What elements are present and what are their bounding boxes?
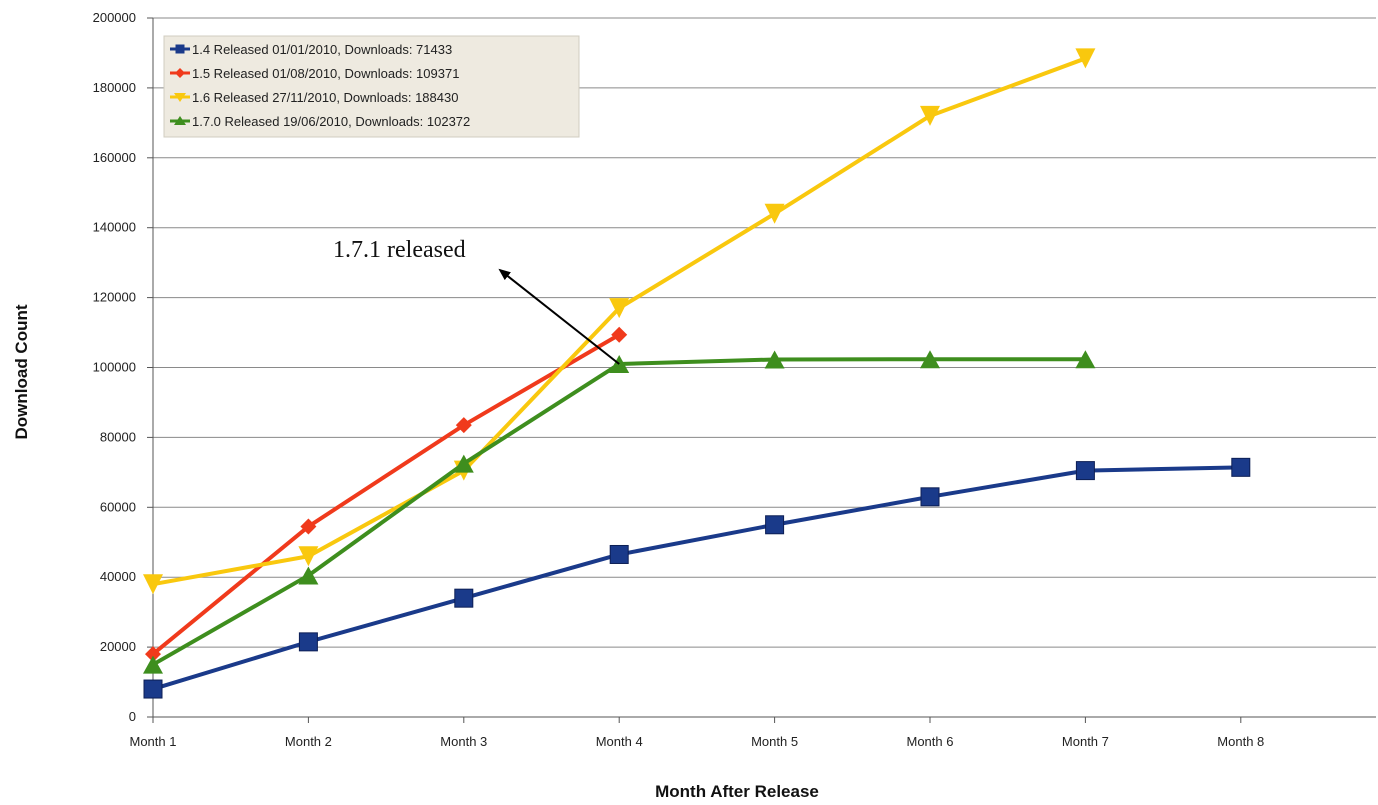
y-axis-ticks: 0 20000 40000 60000 80000 100000 120000 140000 1… xyxy=(93,10,153,724)
data-point xyxy=(609,298,630,319)
data-point xyxy=(454,588,474,608)
y-tick-label: 160000 xyxy=(93,150,136,165)
data-point xyxy=(298,566,319,585)
data-point xyxy=(920,487,940,507)
data-point xyxy=(1075,48,1096,69)
x-tick-label: Month 5 xyxy=(751,734,798,749)
data-point xyxy=(1075,461,1095,481)
x-tick-label: Month 6 xyxy=(907,734,954,749)
series-1 xyxy=(145,326,628,663)
data-point xyxy=(143,574,163,595)
data-point xyxy=(920,105,940,126)
legend-label: 1.7.0 Released 19/06/2010, Downloads: 10… xyxy=(192,114,470,129)
series-0 xyxy=(143,457,1251,699)
legend-label: 1.4 Released 01/01/2010, Downloads: 7143… xyxy=(192,42,452,57)
data-point xyxy=(300,518,317,535)
x-tick-label: Month 1 xyxy=(130,734,177,749)
data-point xyxy=(764,350,785,369)
annotation-text: 1.7.1 released xyxy=(333,237,466,263)
legend-item-3: 1.7.0 Released 19/06/2010, Downloads: 10… xyxy=(170,114,470,129)
legend-swatch-marker xyxy=(175,68,185,78)
data-point xyxy=(455,417,472,434)
legend-swatch-marker xyxy=(174,93,186,102)
data-point xyxy=(298,632,318,652)
legend-swatch-marker xyxy=(175,44,185,54)
y-tick-label: 0 xyxy=(129,709,136,724)
data-point xyxy=(143,655,163,674)
x-tick-label: Month 8 xyxy=(1217,734,1264,749)
annotation-group: 1.7.1 released xyxy=(333,237,620,365)
y-tick-label: 180000 xyxy=(93,80,136,95)
y-tick-label: 40000 xyxy=(100,569,136,584)
y-tick-label: 140000 xyxy=(93,220,136,235)
legend-label: 1.5 Released 01/08/2010, Downloads: 1093… xyxy=(192,66,459,81)
grid-lines xyxy=(153,17,1376,648)
data-point xyxy=(143,679,163,699)
legend-item-0: 1.4 Released 01/01/2010, Downloads: 7143… xyxy=(170,42,452,57)
data-point xyxy=(453,454,474,473)
legend-swatch-marker xyxy=(174,116,186,125)
legend-item-1: 1.5 Released 01/08/2010, Downloads: 1093… xyxy=(170,66,459,81)
y-tick-label: 60000 xyxy=(100,499,136,514)
x-tick-label: Month 3 xyxy=(440,734,487,749)
data-point xyxy=(298,546,319,567)
x-axis-title: Month After Release xyxy=(655,782,819,801)
series-line xyxy=(151,333,621,656)
data-point xyxy=(764,203,785,224)
x-tick-label: Month 2 xyxy=(285,734,332,749)
series-group xyxy=(143,48,1251,699)
y-tick-label: 100000 xyxy=(93,360,136,375)
y-axis-title: Download Count xyxy=(12,304,31,439)
data-point xyxy=(145,646,161,663)
y-tick-label: 120000 xyxy=(93,290,136,305)
data-point xyxy=(765,515,785,535)
data-point xyxy=(1231,457,1251,477)
legend-item-2: 1.6 Released 27/11/2010, Downloads: 1884… xyxy=(170,90,458,105)
data-point xyxy=(609,544,629,564)
series-3 xyxy=(143,350,1096,674)
x-tick-label: Month 4 xyxy=(596,734,643,749)
data-point xyxy=(920,350,940,369)
legend-box xyxy=(163,35,580,138)
series-2 xyxy=(143,48,1096,595)
series-line xyxy=(152,465,1241,691)
x-tick-label: Month 7 xyxy=(1062,734,1109,749)
axes xyxy=(152,18,1376,718)
y-tick-label: 80000 xyxy=(100,429,136,444)
annotation-arrow xyxy=(498,268,620,365)
legend: 1.4 Released 01/01/2010, Downloads: 7143… xyxy=(163,35,580,138)
data-point xyxy=(611,326,628,343)
x-axis-ticks: Month 1 Month 2 Month 3 Month 4 Month 5 Month… xyxy=(130,717,1264,749)
y-tick-label: 200000 xyxy=(93,10,136,25)
y-tick-label: 20000 xyxy=(100,639,136,654)
data-point xyxy=(1075,350,1096,369)
series-line xyxy=(152,357,1086,667)
legend-label: 1.6 Released 27/11/2010, Downloads: 1884… xyxy=(192,90,458,105)
